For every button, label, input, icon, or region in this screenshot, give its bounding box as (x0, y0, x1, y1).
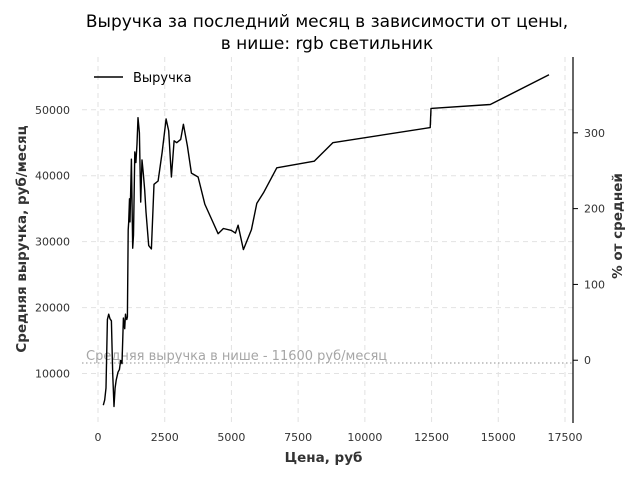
x-tick-label: 12500 (414, 431, 449, 444)
y-tick-label: 50000 (35, 104, 70, 117)
y-tick-label: 10000 (35, 368, 70, 381)
x-tick-label: 0 (95, 431, 102, 444)
y-tick-label: 20000 (35, 302, 70, 315)
y-tick-label: 40000 (35, 170, 70, 183)
reference-line-group: Средняя выручка в нише - 11600 руб/месяц (82, 349, 573, 364)
y2-tick-label: 300 (584, 127, 605, 140)
chart-title-line1: Выручка за последний месяц в зависимости… (85, 12, 569, 32)
legend-label-revenue: Выручка (133, 71, 192, 86)
x-tick-label: 2500 (151, 431, 179, 444)
grid-lines (82, 57, 573, 423)
reference-line-label: Средняя выручка в нише - 11600 руб/месяц (86, 349, 387, 364)
y2-tick-label: 200 (584, 203, 605, 216)
x-tick-label: 15000 (481, 431, 516, 444)
x-axis-title: Цена, руб (285, 450, 363, 466)
y2-tick-label: 0 (584, 354, 591, 367)
x-tick-label: 5000 (217, 431, 245, 444)
legend: Выручка (94, 71, 192, 86)
y-tick-label: 30000 (35, 236, 70, 249)
x-tick-label: 17500 (547, 431, 582, 444)
y2-tick-label: 100 (584, 278, 605, 291)
axes-group: 0 2500 5000 7500 10000 12500 15000 17500 10000 20… (14, 57, 626, 466)
y-axis-title: Средняя выручка, руб/месяц (14, 125, 30, 352)
y2-axis-title: % от средней (610, 173, 626, 279)
series-group (102, 74, 550, 408)
x-tick-label: 10000 (347, 431, 382, 444)
chart-title-line2: в нише: rgb светильник (220, 34, 434, 54)
series-line-revenue (102, 74, 550, 408)
x-tick-label: 7500 (284, 431, 312, 444)
